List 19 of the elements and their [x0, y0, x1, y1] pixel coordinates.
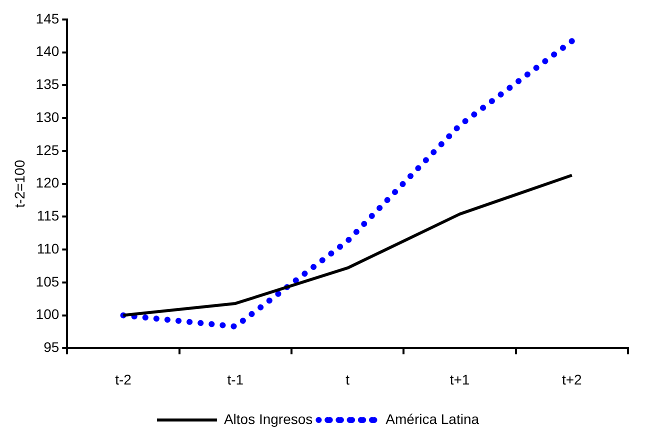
y-tick-label: 105	[36, 273, 60, 290]
x-tick-label: t-2	[115, 371, 132, 388]
x-tick-label: t-1	[227, 371, 244, 388]
x-tick-label: t	[346, 371, 350, 388]
y-tick-label: 115	[36, 208, 60, 224]
y-tick-label: 135	[36, 76, 60, 92]
x-tick-label: t+1	[450, 371, 470, 388]
y-tick-label: 110	[36, 240, 60, 256]
y-tick-label: 120	[36, 174, 60, 191]
legend-label: América Latina	[386, 410, 480, 427]
y-axis-title: t-2=100	[11, 160, 28, 208]
y-tick-label: 140	[36, 43, 60, 60]
y-tick-label: 145	[36, 10, 60, 26]
y-tick-label: 95	[44, 339, 60, 356]
y-tick-label: 130	[36, 108, 60, 125]
y-tick-label: 100	[36, 306, 60, 322]
x-tick-label: t+2	[562, 371, 582, 388]
legend-label: Altos Ingresos	[224, 410, 313, 427]
y-tick-label: 125	[36, 142, 60, 158]
